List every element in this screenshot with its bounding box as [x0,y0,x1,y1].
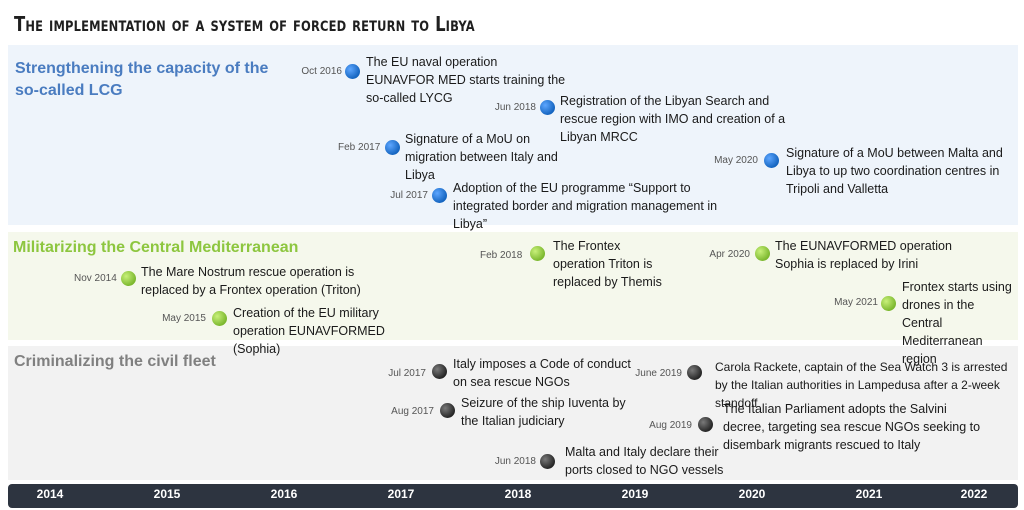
event-marker [432,188,447,203]
event-marker [755,246,770,261]
event-marker [432,364,447,379]
band-militarizing [8,232,1018,340]
event-marker [530,246,545,261]
event-date: Jul 2017 [390,190,428,201]
event-text: Frontex starts using drones in the Centr… [902,280,1012,366]
event-text: Creation of the EU military operation EU… [233,306,385,356]
event-marker [698,417,713,432]
event-text: Carola Rackete, captain of the Sea Watch… [715,360,1008,410]
year-label: 2020 [738,487,766,501]
event-date: Jul 2017 [388,368,426,379]
event-text: Signature of a MoU between Malta and Lib… [786,146,1003,196]
event-text: Italy imposes a Code of conduct on sea r… [453,357,631,389]
event-date: Aug 2019 [649,420,692,431]
year-label: 2015 [153,487,181,501]
year-label: 2017 [387,487,415,501]
event-text: The EU naval operation EUNAVFOR MED star… [366,55,566,105]
band-title-criminalizing: Criminalizing the civil fleet [14,353,216,370]
event-text: The Italian Parliament adopts the Salvin… [723,402,981,452]
event-date: May 2020 [714,155,758,166]
event-marker [212,311,227,326]
year-label: 2022 [960,487,988,501]
event-date: May 2021 [834,297,878,308]
year-label: 2019 [621,487,649,501]
event-marker [440,403,455,418]
event-marker [540,454,555,469]
event-date: June 2019 [635,368,682,379]
event-date: Feb 2018 [480,250,523,261]
event-marker [121,271,136,286]
event-marker [881,296,896,311]
event-date: Aug 2017 [391,406,434,417]
event-text: The EUNAVFORMED operation Sophia is repl… [775,239,952,271]
event-marker [345,64,360,79]
event-text: Signature of a MoU on migration between … [405,132,558,182]
page-title: The implementation of a system of forced… [14,12,475,36]
event-text: Registration of the Libyan Search and re… [560,94,786,144]
band-capacity [8,45,1018,225]
year-label: 2014 [36,487,64,501]
event-text: Seizure of the ship Iuventa by the Itali… [461,396,626,428]
event-text: The Frontex operation Triton is replaced… [553,239,662,289]
band-title-militarizing: Militarizing the Central Mediterranean [13,239,299,256]
year-axis: 2014 2015 2016 2017 2018 2019 2020 2021 … [8,484,1018,508]
band-criminalizing [8,346,1018,480]
event-date: Jun 2018 [494,456,536,467]
event-marker [764,153,779,168]
event-text: Malta and Italy declare their ports clos… [565,445,724,477]
year-label: 2021 [855,487,883,501]
year-label: 2018 [504,487,532,501]
event-date: Feb 2017 [338,142,381,153]
event-date: Apr 2020 [709,249,750,260]
band-title-capacity: Strengthening the capacity of the so-cal… [15,60,269,99]
event-text: Adoption of the EU programme “Support to… [453,181,718,231]
event-date: Nov 2014 [74,273,117,284]
event-marker [687,365,702,380]
event-text: The Mare Nostrum rescue operation is rep… [141,265,361,297]
event-marker [385,140,400,155]
event-date: Jun 2018 [494,102,536,113]
event-date: Oct 2016 [301,66,342,77]
event-date: May 2015 [162,313,206,324]
year-label: 2016 [270,487,298,501]
event-marker [540,100,555,115]
